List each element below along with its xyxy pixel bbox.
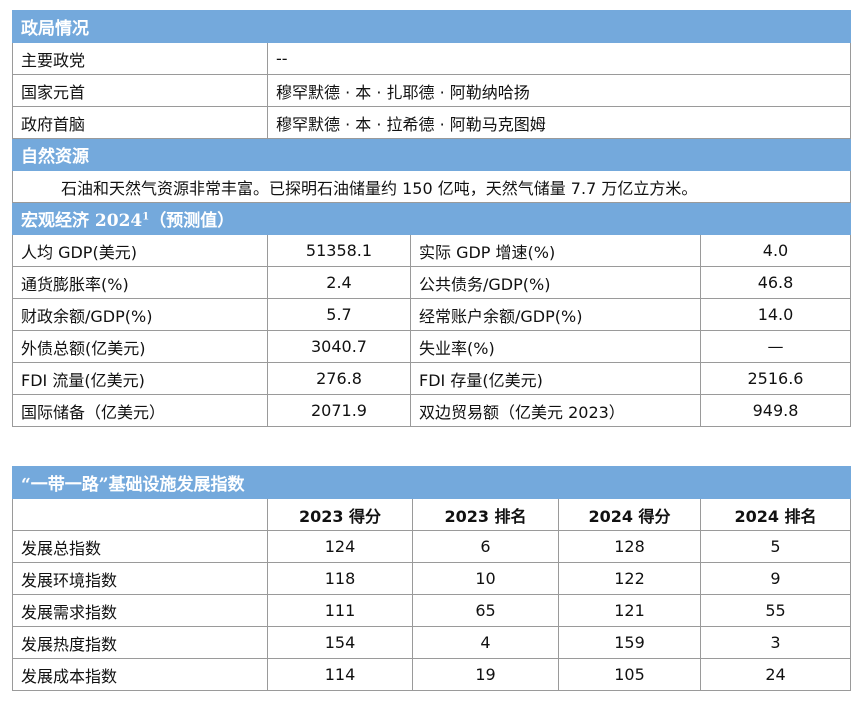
section-title: 政局情况 (12, 10, 851, 43)
footnote-mark: 1 (142, 211, 150, 223)
row: 发展热度指数 154 4 159 3 (12, 626, 852, 659)
value: 3040.7 (267, 330, 411, 363)
row: 政府首脑 穆罕默德 · 本 · 拉希德 · 阿勒马克图姆 (12, 106, 851, 139)
section-title: 自然资源 (12, 138, 851, 171)
section-header-row: 自然资源 (12, 138, 851, 171)
title-suffix: （预测值） (149, 211, 235, 231)
corner-cell (12, 498, 268, 531)
value: 2516.6 (700, 362, 851, 395)
row: 发展总指数 124 6 128 5 (12, 530, 852, 563)
column-header: 2024 排名 (699, 498, 852, 531)
row: 国际储备（亿美元） 2071.9 双边贸易额（亿美元 2023） 949.8 (12, 394, 851, 427)
section-title: 宏观经济 20241（预测值） (12, 202, 851, 235)
row: 发展环境指数 118 10 122 9 (12, 562, 852, 595)
label: 实际 GDP 增速(%) (410, 234, 701, 267)
value: 2.4 (267, 266, 411, 299)
value: 51358.1 (267, 234, 411, 267)
value: 118 (267, 562, 413, 595)
section-header-row: 政局情况 (12, 10, 851, 43)
label: FDI 流量(亿美元) (12, 362, 268, 395)
label: 人均 GDP(美元) (12, 234, 268, 267)
section-header-row: “一带一路”基础设施发展指数 (11, 466, 852, 499)
row: 发展成本指数 114 19 105 24 (12, 658, 852, 691)
row: 石油和天然气资源非常丰富。已探明石油储量约 150 亿吨，天然气储量 7.7 万… (12, 170, 851, 203)
value: 2071.9 (267, 394, 411, 427)
label: 国家元首 (12, 74, 268, 107)
value: 154 (267, 626, 413, 659)
value: 55 (699, 594, 852, 627)
row: 发展需求指数 111 65 121 55 (12, 594, 852, 627)
resource-text: 石油和天然气资源非常丰富。已探明石油储量约 150 亿吨，天然气储量 7.7 万… (12, 170, 851, 203)
label: 双边贸易额（亿美元 2023） (410, 394, 701, 427)
value: 124 (267, 530, 413, 563)
row: 财政余额/GDP(%) 5.7 经常账户余额/GDP(%) 14.0 (12, 298, 851, 331)
row: 通货膨胀率(%) 2.4 公共债务/GDP(%) 46.8 (12, 266, 851, 299)
value: 111 (267, 594, 413, 627)
value: 105 (558, 658, 701, 691)
label: 主要政党 (12, 42, 268, 75)
section-title: “一带一路”基础设施发展指数 (11, 466, 852, 499)
label: 发展环境指数 (12, 562, 268, 595)
value: 3 (699, 626, 852, 659)
label: 经常账户余额/GDP(%) (410, 298, 701, 331)
label: 通货膨胀率(%) (12, 266, 268, 299)
value: 46.8 (700, 266, 851, 299)
value: 9 (699, 562, 852, 595)
value: 159 (558, 626, 701, 659)
column-header: 2023 得分 (267, 498, 413, 531)
value: 65 (412, 594, 559, 627)
value: 4.0 (700, 234, 851, 267)
row: 外债总额(亿美元) 3040.7 失业率(%) — (12, 330, 851, 363)
value: 4 (412, 626, 559, 659)
label: 财政余额/GDP(%) (12, 298, 268, 331)
value: 949.8 (700, 394, 851, 427)
label: 国际储备（亿美元） (12, 394, 268, 427)
column-header: 2023 排名 (412, 498, 559, 531)
label: 外债总额(亿美元) (12, 330, 268, 363)
value: 121 (558, 594, 701, 627)
value: 5 (699, 530, 852, 563)
value: 6 (412, 530, 559, 563)
value: 114 (267, 658, 413, 691)
label: FDI 存量(亿美元) (410, 362, 701, 395)
value: 穆罕默德 · 本 · 拉希德 · 阿勒马克图姆 (267, 106, 851, 139)
value: 276.8 (267, 362, 411, 395)
row: FDI 流量(亿美元) 276.8 FDI 存量(亿美元) 2516.6 (12, 362, 851, 395)
label: 发展总指数 (12, 530, 268, 563)
column-header-row: 2023 得分 2023 排名 2024 得分 2024 排名 (12, 498, 852, 531)
label: 失业率(%) (410, 330, 701, 363)
column-header: 2024 得分 (558, 498, 701, 531)
value: 14.0 (700, 298, 851, 331)
label: 发展热度指数 (12, 626, 268, 659)
label: 发展成本指数 (12, 658, 268, 691)
value: 24 (699, 658, 852, 691)
value: -- (267, 42, 851, 75)
index-table: “一带一路”基础设施发展指数 2023 得分 2023 排名 2024 得分 2024 … (11, 466, 852, 691)
label: 公共债务/GDP(%) (410, 266, 701, 299)
value: 19 (412, 658, 559, 691)
label: 发展需求指数 (12, 594, 268, 627)
row: 人均 GDP(美元) 51358.1 实际 GDP 增速(%) 4.0 (12, 234, 851, 267)
value: 122 (558, 562, 701, 595)
section-header-row: 宏观经济 20241（预测值） (12, 202, 851, 235)
value: — (700, 330, 851, 363)
row: 主要政党 -- (12, 42, 851, 75)
value: 128 (558, 530, 701, 563)
value: 10 (412, 562, 559, 595)
label: 政府首脑 (12, 106, 268, 139)
row: 国家元首 穆罕默德 · 本 · 扎耶德 · 阿勒纳哈扬 (12, 74, 851, 107)
value: 穆罕默德 · 本 · 扎耶德 · 阿勒纳哈扬 (267, 74, 851, 107)
value: 5.7 (267, 298, 411, 331)
country-table: 政局情况 主要政党 -- 国家元首 穆罕默德 · 本 · 扎耶德 · 阿勒纳哈扬 政府首脑… (12, 10, 851, 427)
